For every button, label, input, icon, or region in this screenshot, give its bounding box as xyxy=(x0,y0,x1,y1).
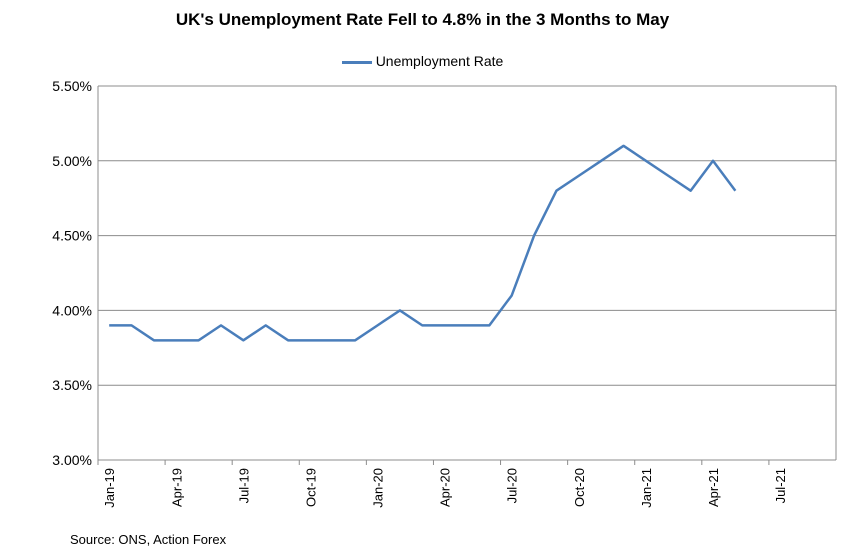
chart-title: UK's Unemployment Rate Fell to 4.8% in t… xyxy=(175,10,670,29)
x-tick-label: Oct-19 xyxy=(303,468,318,507)
x-tick-label: Jan-20 xyxy=(371,468,386,508)
y-tick-label: 4.50% xyxy=(52,228,92,244)
y-tick-label: 3.00% xyxy=(52,452,92,468)
x-tick-label: Jan-21 xyxy=(639,468,654,508)
x-tick-label: Apr-19 xyxy=(169,468,184,507)
x-tick-label: Oct-20 xyxy=(572,468,587,507)
y-tick-label: 5.00% xyxy=(52,153,92,169)
x-tick-label: Apr-21 xyxy=(706,468,721,507)
y-tick-label: 5.50% xyxy=(52,78,92,94)
x-tick-label: Jul-21 xyxy=(773,468,788,503)
x-tick-label: Apr-20 xyxy=(438,468,453,507)
y-tick-label: 3.50% xyxy=(52,377,92,393)
legend-label: Unemployment Rate xyxy=(375,53,504,69)
legend: Unemployment Rate xyxy=(0,53,845,69)
x-tick-label: Jul-20 xyxy=(505,468,520,503)
series-line-unemployment-rate xyxy=(109,144,737,342)
x-tick-label: Jul-19 xyxy=(236,468,251,503)
y-tick-label: 4.00% xyxy=(52,302,92,318)
source-note: Source: ONS, Action Forex xyxy=(70,532,227,547)
legend-line-swatch xyxy=(341,60,372,64)
x-tick-label: Jan-19 xyxy=(102,468,117,508)
